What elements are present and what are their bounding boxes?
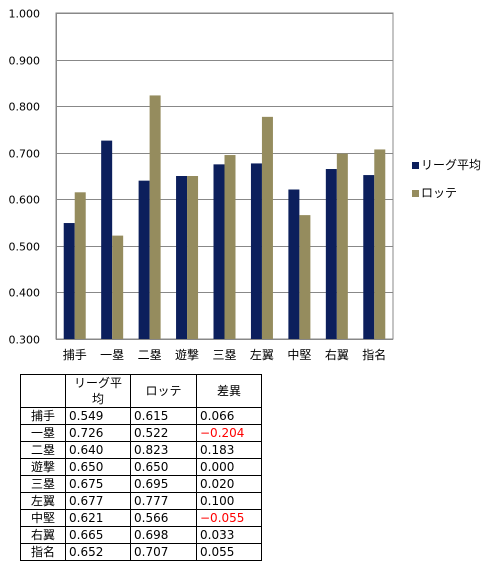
table-row: 右翼 0.665 0.698 0.033 [20,526,262,544]
league-average-cell: 0.677 [65,492,131,510]
table-row: 中堅 0.621 0.566 −0.055 [20,509,262,527]
row-label-cell: 右翼 [20,526,66,544]
difference-cell: 0.100 [196,492,262,510]
bar-league-average [363,175,375,339]
x-tick-label: 二塁 [138,348,162,362]
bar-lotte [336,153,348,339]
league-average-cell: 0.621 [65,509,131,527]
lotte-cell: 0.566 [130,509,197,527]
header-difference: 差異 [196,374,262,408]
bar-league-average [288,189,300,339]
row-label-cell: 三塁 [20,475,66,493]
table-row: 左翼 0.677 0.777 0.100 [20,492,262,510]
bar-league-average [101,140,113,339]
difference-cell: 0.055 [196,543,262,561]
row-label-cell: 一塁 [20,424,66,442]
x-tick-label: 中堅 [287,347,311,362]
header-lotte: ロッテ [130,374,197,408]
bar-lotte [187,176,199,339]
y-tick-label: 0.500 [9,241,41,254]
x-tick-label: 捕手 [63,347,87,362]
league-average-cell: 0.650 [65,458,131,476]
bar-chart: 0.300 0.400 0.500 0.600 0.700 0.800 0.900 1.000… [9,8,482,363]
difference-cell: 0.033 [196,526,262,544]
bar-league-average [63,223,75,339]
difference-cell: 0.066 [196,407,262,425]
lotte-cell: 0.823 [130,441,197,459]
x-tick-label: 一塁 [100,348,124,362]
y-tick-label: 0.400 [9,287,41,300]
row-label-cell: 捕手 [20,407,66,425]
table-row: 三塁 0.675 0.695 0.020 [20,475,262,493]
bar-lotte [74,192,86,339]
league-average-cell: 0.549 [65,407,131,425]
comparison-table: リーグ平均 ロッテ 差異 捕手 0.549 0.615 0.066 一塁 0.726 0.5… [20,374,262,561]
header-league-average: リーグ平均 [65,374,131,408]
lotte-cell: 0.698 [130,526,197,544]
lotte-cell: 0.522 [130,424,197,442]
bar-league-average [250,163,262,339]
league-average-cell: 0.675 [65,475,131,493]
bar-league-average [176,176,188,339]
lotte-cell: 0.650 [130,458,197,476]
league-average-cell: 0.640 [65,441,131,459]
x-tick-label: 右翼 [325,347,349,362]
bar-league-average [325,169,337,339]
lotte-cell: 0.615 [130,407,197,425]
difference-cell: −0.204 [196,424,262,442]
legend-label: ロッテ [421,186,457,200]
bar-league-average [213,164,225,339]
row-label-cell: 遊撃 [20,458,66,476]
x-tick-label: 左翼 [250,347,274,362]
bar-league-average [138,180,150,339]
row-label-cell: 指名 [20,543,66,561]
bar-lotte [299,215,311,339]
table-header-row: リーグ平均 ロッテ 差異 [20,374,262,408]
lotte-cell: 0.777 [130,492,197,510]
y-tick-label: 0.800 [9,101,41,114]
row-label-cell: 中堅 [20,509,66,527]
bar-lotte [261,116,273,340]
y-tick-label: 0.900 [9,55,41,68]
difference-cell: 0.000 [196,458,262,476]
difference-cell: 0.183 [196,441,262,459]
row-label-cell: 左翼 [20,492,66,510]
header-position [20,374,66,408]
legend-label: リーグ平均 [421,158,481,172]
bar-lotte [224,155,236,339]
table-row: 遊撃 0.650 0.650 0.000 [20,458,262,476]
bar-lotte [374,149,386,339]
x-tick-label: 三塁 [212,348,236,362]
difference-cell: −0.055 [196,509,262,527]
legend-swatch [412,190,419,197]
lotte-cell: 0.695 [130,475,197,493]
bar-lotte [149,95,161,339]
difference-cell: 0.020 [196,475,262,493]
table-row: 一塁 0.726 0.522 −0.204 [20,424,262,442]
y-tick-label: 0.600 [9,194,41,207]
league-average-cell: 0.665 [65,526,131,544]
y-tick-label: 1.000 [9,8,41,21]
table-row: 指名 0.652 0.707 0.055 [20,543,262,561]
table-row: 捕手 0.549 0.615 0.066 [20,407,262,425]
league-average-cell: 0.726 [65,424,131,442]
row-label-cell: 二塁 [20,441,66,459]
x-tick-label: 遊撃 [175,347,199,362]
y-tick-label: 0.700 [9,148,41,161]
league-average-cell: 0.652 [65,543,131,561]
x-tick-label: 指名 [362,347,386,362]
bar-lotte [112,235,124,339]
lotte-cell: 0.707 [130,543,197,561]
table-row: 二塁 0.640 0.823 0.183 [20,441,262,459]
y-tick-label: 0.300 [9,334,41,347]
legend-swatch [412,162,419,169]
